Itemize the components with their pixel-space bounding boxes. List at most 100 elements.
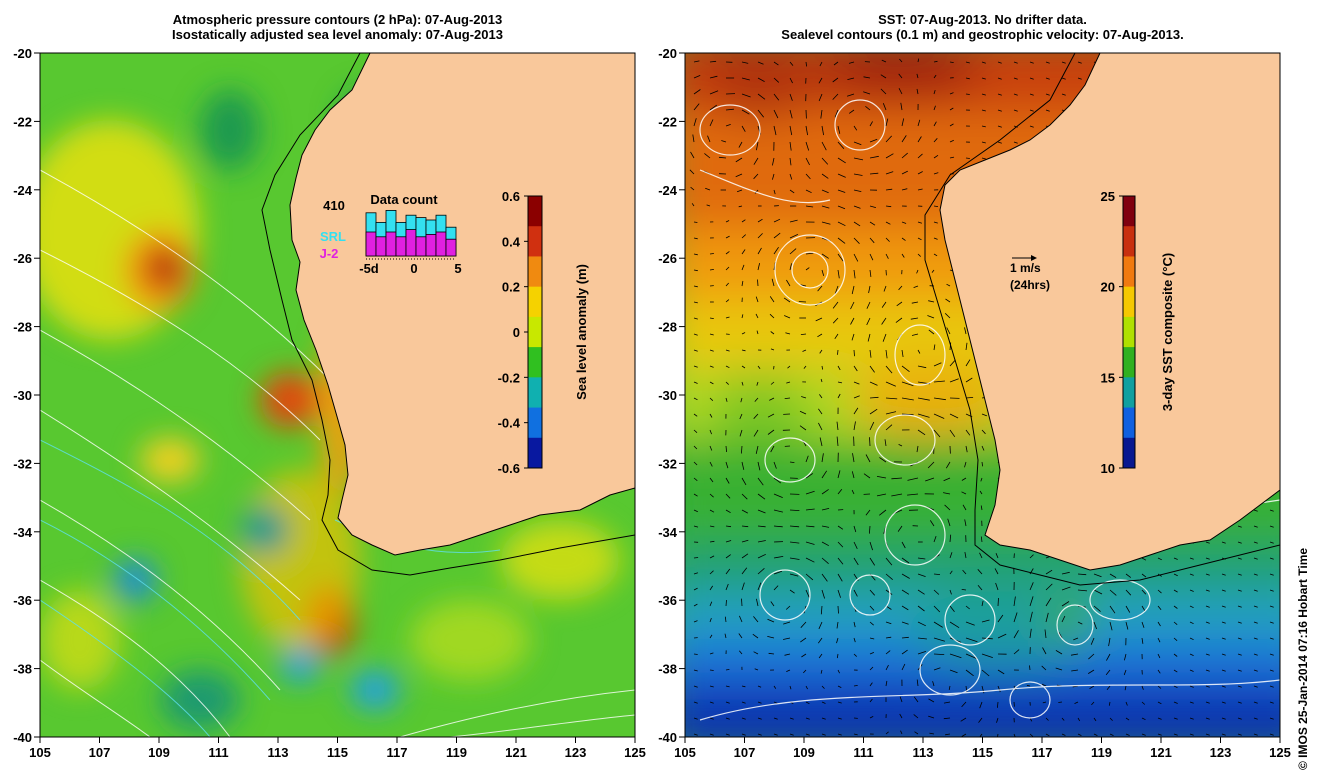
velocity-vector: [851, 333, 855, 341]
velocity-vector: [1058, 701, 1063, 703]
velocity-vector: [1173, 589, 1178, 593]
velocity-vector: [773, 585, 779, 591]
velocity-vector: [773, 493, 783, 498]
velocity-vector: [818, 408, 823, 415]
velocity-vector: [961, 733, 967, 737]
velocity-vector: [1125, 589, 1132, 596]
velocity-vector: [725, 599, 727, 607]
velocity-vector: [853, 589, 858, 597]
velocity-vector: [770, 601, 775, 607]
velocity-vector: [1074, 701, 1079, 704]
velocity-vector: [1221, 717, 1226, 720]
inset-bar-j2: [395, 236, 407, 257]
velocity-vector: [757, 218, 763, 223]
velocity-vector: [885, 381, 896, 387]
velocity-vector: [1221, 637, 1226, 640]
velocity-vector: [1109, 589, 1117, 596]
velocity-vector: [1205, 541, 1210, 544]
velocity-vector: [821, 685, 825, 689]
velocity-vector: [1189, 573, 1194, 576]
velocity-vector: [821, 365, 823, 370]
right-lat-label: -22: [658, 114, 677, 129]
velocity-vector: [757, 525, 766, 528]
velocity-vector: [1105, 669, 1111, 676]
velocity-vector: [933, 653, 945, 655]
velocity-vector: [709, 701, 714, 704]
velocity-vector: [997, 614, 1004, 623]
velocity-vector: [1045, 61, 1050, 64]
velocity-vector: [689, 169, 695, 175]
velocity-vector: [916, 269, 919, 274]
velocity-vector: [1093, 589, 1103, 595]
velocity-vector: [1221, 589, 1226, 592]
velocity-vector: [933, 221, 938, 224]
velocity-vector: [917, 58, 920, 63]
velocity-vector: [757, 582, 762, 591]
velocity-vector: [739, 413, 743, 420]
velocity-vector: [1205, 669, 1210, 672]
velocity-vector: [725, 717, 730, 720]
velocity-vector: [789, 461, 795, 463]
velocity-vector: [771, 278, 775, 287]
velocity-vector: [1061, 586, 1071, 591]
velocity-vector: [789, 61, 794, 66]
velocity-vector: [805, 141, 810, 151]
left-lon-label: 107: [89, 745, 111, 760]
velocity-vector: [876, 476, 887, 479]
velocity-vector: [885, 636, 892, 639]
velocity-vector: [1189, 637, 1194, 641]
velocity-vector: [741, 381, 744, 386]
velocity-vector: [881, 317, 887, 325]
velocity-vector: [709, 669, 714, 671]
velocity-vector: [769, 397, 775, 401]
velocity-vector: [735, 173, 743, 178]
velocity-vector: [757, 263, 760, 271]
velocity-vector: [817, 285, 823, 292]
velocity-vector: [1269, 733, 1274, 736]
velocity-vector: [1125, 701, 1128, 706]
velocity-vector: [725, 554, 731, 559]
velocity-vector: [757, 477, 764, 486]
velocity-vector: [821, 189, 829, 194]
velocity-vector: [693, 221, 698, 223]
velocity-vector: [709, 509, 715, 513]
velocity-vector: [899, 696, 903, 703]
velocity-vector: [1045, 717, 1049, 721]
velocity-vector: [901, 413, 914, 416]
velocity-vector: [1173, 653, 1178, 657]
velocity-vector: [933, 237, 938, 240]
left-lon-label: 105: [29, 745, 51, 760]
velocity-vector: [709, 461, 713, 467]
velocity-vector: [981, 61, 986, 64]
velocity-vector: [704, 153, 711, 159]
velocity-vector: [981, 125, 986, 128]
velocity-vector: [917, 397, 930, 401]
velocity-vector: [1141, 557, 1147, 561]
velocity-vector: [898, 285, 903, 291]
velocity-vector: [738, 633, 743, 639]
velocity-vector: [741, 733, 746, 736]
velocity-vector: [899, 713, 903, 719]
velocity-vector: [853, 221, 861, 227]
velocity-vector: [725, 365, 730, 369]
velocity-vector: [850, 317, 855, 325]
velocity-vector: [933, 637, 946, 642]
velocity-vector: [933, 60, 938, 63]
velocity-vector: [1205, 733, 1210, 736]
left-colorbar-tick-label: -0.6: [498, 461, 520, 476]
velocity-vector: [741, 598, 743, 607]
velocity-vector: [755, 445, 759, 454]
velocity-vector: [965, 397, 974, 399]
velocity-vector: [1013, 61, 1018, 64]
velocity-vector: [884, 439, 887, 447]
velocity-vector: [773, 246, 779, 255]
velocity-vector: [832, 301, 839, 309]
velocity-vector: [789, 557, 800, 560]
velocity-vector: [821, 269, 825, 277]
velocity-vector: [821, 508, 830, 511]
velocity-vector: [946, 327, 951, 335]
velocity-vector: [757, 493, 766, 500]
velocity-vector: [898, 444, 903, 447]
right-colorbar-frame: [1122, 195, 1136, 469]
velocity-vector: [885, 397, 898, 400]
